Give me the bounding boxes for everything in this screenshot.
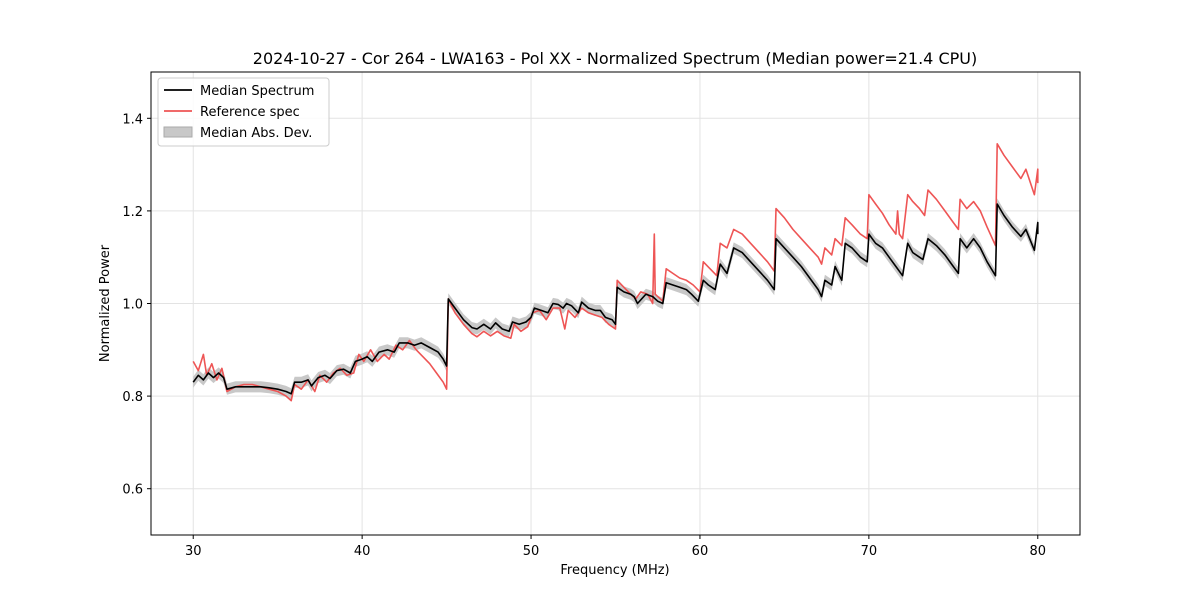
x-tick-label: 80 bbox=[1029, 544, 1046, 559]
chart-title: 2024-10-27 - Cor 264 - LWA163 - Pol XX -… bbox=[253, 49, 977, 68]
y-tick-label: 1.2 bbox=[122, 205, 143, 220]
legend-swatch bbox=[163, 126, 193, 138]
y-tick-label: 1.4 bbox=[122, 112, 143, 127]
x-tick-label: 50 bbox=[523, 544, 540, 559]
x-tick-label: 30 bbox=[185, 544, 202, 559]
legend-label: Median Spectrum bbox=[200, 84, 314, 99]
series-lines bbox=[192, 143, 1039, 402]
y-tick-label: 0.6 bbox=[122, 483, 143, 498]
x-axis: 30 40 50 60 70 80 bbox=[185, 535, 1046, 559]
y-axis: 0.6 0.8 1.0 1.2 1.4 bbox=[122, 112, 151, 498]
x-tick-label: 70 bbox=[861, 544, 878, 559]
y-tick-label: 1.0 bbox=[122, 298, 143, 313]
y-axis-label: Normalized Power bbox=[98, 244, 113, 362]
x-tick-label: 60 bbox=[692, 544, 709, 559]
x-axis-label: Frequency (MHz) bbox=[560, 563, 669, 578]
legend-label: Median Abs. Dev. bbox=[200, 126, 312, 141]
median-spectrum-line bbox=[192, 203, 1039, 395]
legend-label: Reference spec bbox=[200, 105, 300, 120]
legend: Median Spectrum Reference spec Median Abs.… bbox=[157, 77, 330, 147]
y-tick-label: 0.8 bbox=[122, 390, 143, 405]
plot-area bbox=[150, 71, 1081, 536]
x-tick-label: 40 bbox=[354, 544, 371, 559]
legend-box bbox=[157, 77, 330, 147]
